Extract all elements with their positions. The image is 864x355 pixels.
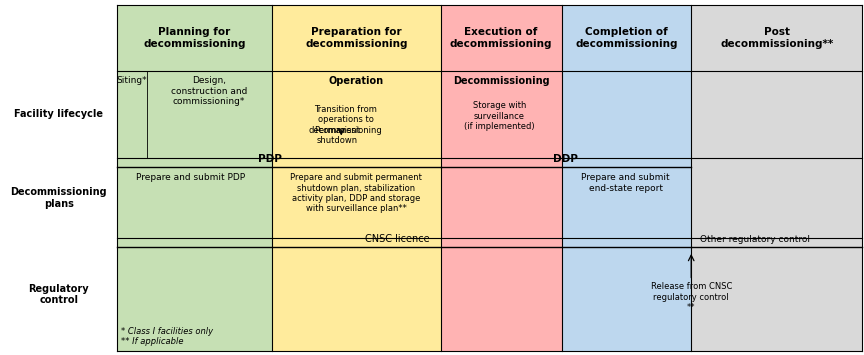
Text: PDP: PDP bbox=[257, 154, 282, 164]
Text: Permanent
shutdown: Permanent shutdown bbox=[314, 126, 360, 146]
Text: Facility lifecycle: Facility lifecycle bbox=[14, 109, 104, 120]
Text: Design,
construction and
commissioning*: Design, construction and commissioning* bbox=[171, 76, 247, 106]
Bar bbox=[117, 5, 272, 351]
Text: Prepare and submit permanent
shutdown plan, stabilization
activity plan, DDP and: Prepare and submit permanent shutdown pl… bbox=[290, 173, 422, 213]
Text: CNSC licence: CNSC licence bbox=[365, 234, 429, 244]
Text: * Class I facilities only
** If applicable: * Class I facilities only ** If applicab… bbox=[121, 327, 213, 346]
Text: Preparation for
decommissioning: Preparation for decommissioning bbox=[305, 27, 408, 49]
Text: Storage with
surveillance
(if implemented): Storage with surveillance (if implemente… bbox=[464, 101, 535, 131]
Text: Release from CNSC
regulatory control
**: Release from CNSC regulatory control ** bbox=[651, 282, 732, 312]
Bar bbox=[441, 5, 562, 351]
Text: Operation: Operation bbox=[328, 76, 384, 86]
Bar bbox=[691, 5, 862, 351]
Text: Decommissioning
plans: Decommissioning plans bbox=[10, 187, 107, 209]
Text: Prepare and submit PDP: Prepare and submit PDP bbox=[136, 173, 245, 182]
Text: Prepare and submit
end-state report: Prepare and submit end-state report bbox=[581, 173, 670, 193]
Text: Siting*: Siting* bbox=[116, 76, 147, 85]
Bar bbox=[562, 5, 691, 351]
Text: Execution of
decommissioning: Execution of decommissioning bbox=[450, 27, 552, 49]
Text: Transition from
operations to
decommissioning: Transition from operations to decommissi… bbox=[308, 105, 383, 135]
Text: Decommissioning: Decommissioning bbox=[453, 76, 550, 86]
Bar bbox=[0, 5, 117, 351]
Text: Completion of
decommissioning: Completion of decommissioning bbox=[575, 27, 677, 49]
Text: DDP: DDP bbox=[554, 154, 578, 164]
Text: Planning for
decommissioning: Planning for decommissioning bbox=[143, 27, 245, 49]
Text: Regulatory
control: Regulatory control bbox=[29, 284, 89, 305]
Bar bbox=[272, 5, 441, 351]
Text: Other regulatory control: Other regulatory control bbox=[700, 235, 810, 244]
Text: Post
decommissioning**: Post decommissioning** bbox=[720, 27, 834, 49]
